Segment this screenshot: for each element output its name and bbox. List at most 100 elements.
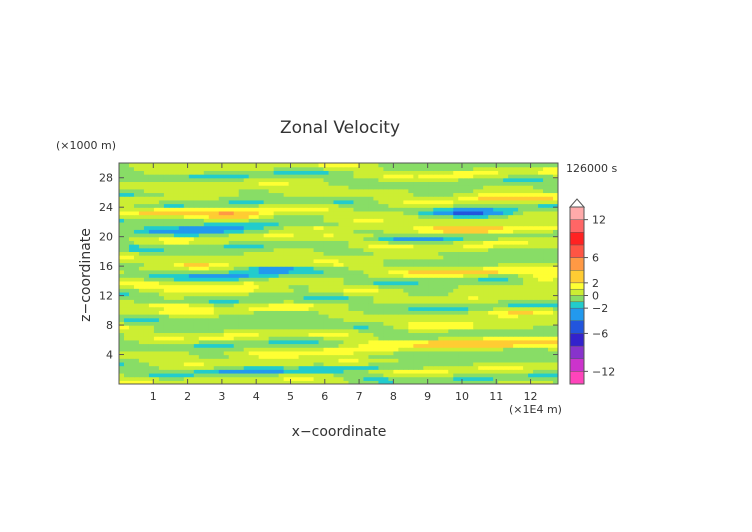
field-cell — [548, 354, 554, 359]
field-cell — [403, 174, 409, 179]
field-cell — [258, 299, 265, 304]
field-cell — [128, 295, 135, 300]
field-cell — [173, 347, 180, 352]
field-cell — [503, 273, 509, 278]
field-cell — [433, 332, 439, 337]
field-cell — [228, 299, 235, 304]
field-cell — [518, 244, 524, 249]
field-cell — [523, 247, 529, 252]
field-cell — [348, 236, 355, 241]
field-cell — [123, 336, 130, 341]
field-cell — [343, 343, 350, 348]
field-cell — [403, 181, 409, 186]
field-cell — [233, 266, 240, 271]
field-cell — [483, 365, 489, 370]
field-cell — [243, 273, 250, 278]
field-cell — [403, 247, 409, 252]
field-cell — [228, 306, 235, 311]
field-cell — [513, 302, 519, 308]
field-cell — [398, 229, 404, 234]
field-cell — [488, 247, 494, 252]
field-cell — [413, 203, 419, 208]
field-cell — [153, 332, 160, 337]
field-cell — [473, 255, 479, 260]
field-cell — [523, 306, 529, 311]
field-cell — [528, 218, 534, 223]
field-cell — [178, 218, 185, 223]
field-cell — [458, 273, 464, 278]
field-cell — [398, 358, 404, 363]
field-cell — [158, 325, 165, 330]
field-cell — [453, 317, 459, 322]
field-cell — [543, 372, 549, 378]
field-cell — [288, 177, 295, 183]
field-cell — [383, 361, 389, 367]
field-cell — [433, 317, 439, 322]
field-cell — [453, 247, 459, 252]
field-cell — [183, 369, 190, 374]
field-cell — [343, 288, 350, 293]
field-cell — [403, 188, 409, 194]
field-cell — [138, 380, 145, 384]
field-cell — [119, 365, 125, 370]
field-cell — [508, 317, 514, 322]
field-cell — [288, 295, 295, 300]
field-cell — [483, 188, 489, 194]
field-cell — [393, 181, 399, 186]
field-cell — [503, 369, 509, 374]
field-cell — [223, 177, 230, 183]
field-cell — [458, 339, 464, 345]
field-cell — [318, 325, 325, 330]
field-cell — [178, 229, 185, 234]
field-cell — [553, 229, 558, 234]
field-cell — [408, 347, 414, 352]
field-cell — [418, 266, 424, 271]
field-cell — [443, 225, 449, 230]
field-cell — [503, 188, 509, 194]
field-cell — [278, 339, 285, 345]
field-cell — [128, 365, 135, 370]
field-cell — [493, 321, 499, 326]
field-cell — [538, 255, 544, 260]
field-cell — [138, 232, 145, 238]
field-cell — [423, 214, 429, 219]
field-cell — [183, 336, 190, 341]
field-cell — [338, 247, 345, 252]
field-cell — [188, 328, 195, 334]
field-cell — [543, 365, 549, 370]
field-cell — [548, 203, 554, 208]
field-cell — [428, 199, 434, 205]
field-cell — [333, 350, 340, 356]
field-cell — [318, 369, 325, 374]
field-cell — [263, 295, 270, 300]
field-cell — [533, 365, 539, 370]
field-cell — [393, 288, 399, 293]
field-cell — [208, 218, 215, 223]
field-cell — [468, 350, 474, 356]
field-cell — [283, 354, 290, 359]
field-cell — [208, 177, 215, 183]
field-cell — [493, 291, 499, 297]
field-cell — [163, 229, 170, 234]
field-cell — [308, 314, 315, 319]
field-cell — [293, 181, 300, 186]
field-cell — [528, 188, 534, 194]
field-cell — [493, 203, 499, 208]
field-cell — [333, 247, 340, 252]
field-cell — [193, 247, 200, 252]
field-cell — [153, 380, 160, 384]
field-cell — [333, 214, 340, 219]
field-cell — [458, 229, 464, 234]
field-cell — [378, 354, 384, 359]
field-cell — [488, 321, 494, 326]
field-cell — [283, 361, 290, 367]
field-cell — [263, 192, 270, 197]
field-cell — [268, 302, 275, 308]
field-cell — [438, 365, 444, 370]
field-cell — [238, 306, 245, 311]
field-cell — [128, 380, 135, 384]
field-cell — [518, 372, 524, 378]
field-cell — [383, 299, 389, 304]
field-cell — [358, 221, 365, 227]
field-cell — [488, 365, 494, 370]
